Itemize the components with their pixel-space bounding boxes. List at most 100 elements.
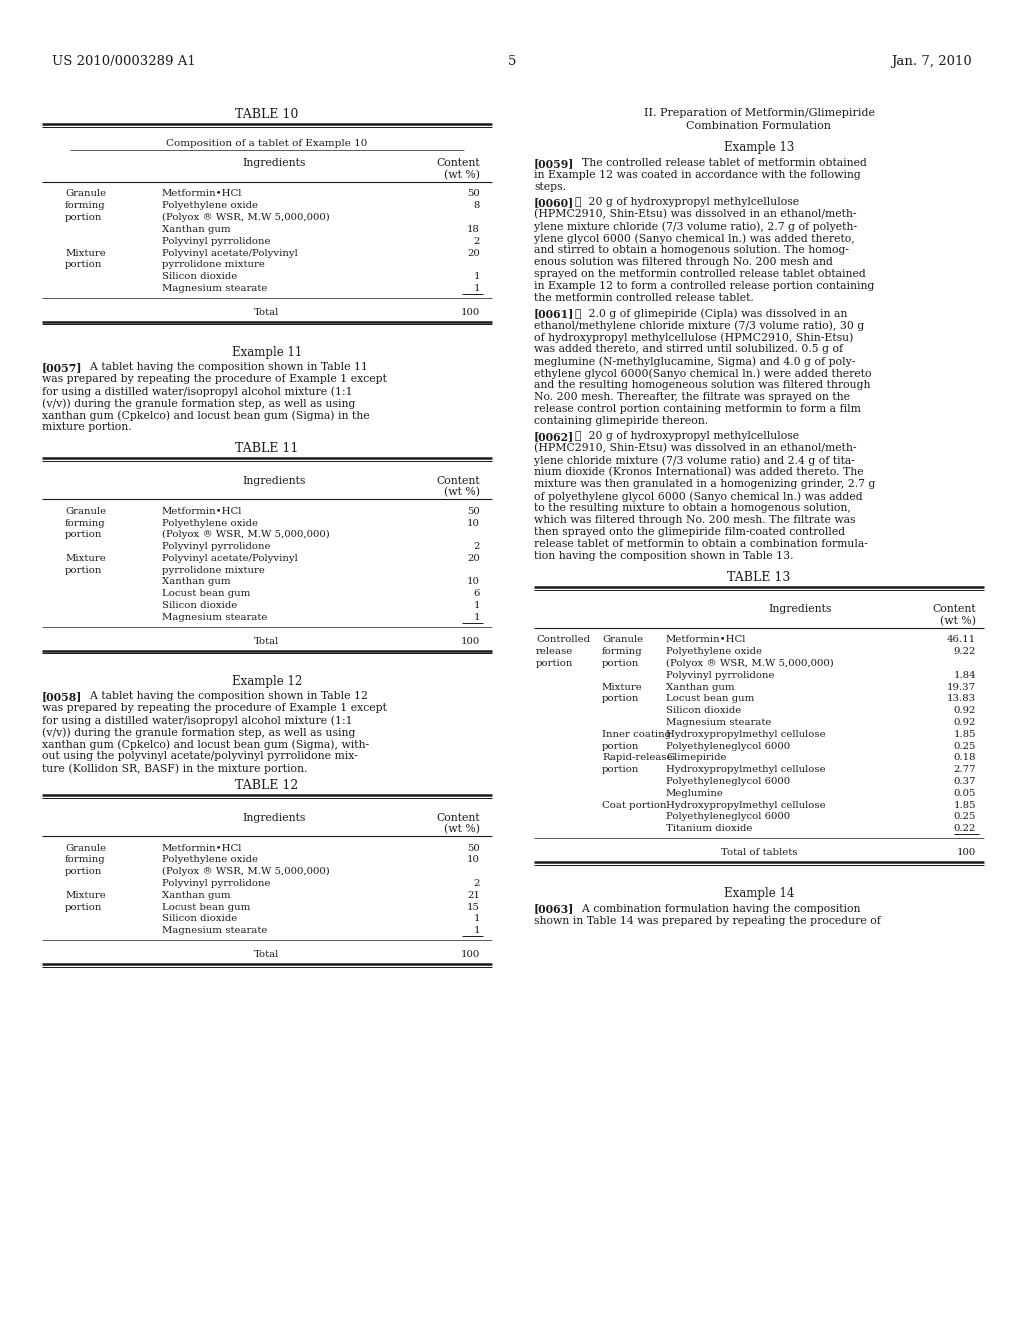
Text: Inner coating: Inner coating	[602, 730, 671, 739]
Text: Locust bean gum: Locust bean gum	[666, 694, 755, 704]
Text: out using the polyvinyl acetate/polyvinyl pyrrolidone mix-: out using the polyvinyl acetate/polyviny…	[42, 751, 357, 762]
Text: 15: 15	[467, 903, 480, 912]
Text: Polyethyleneglycol 6000: Polyethyleneglycol 6000	[666, 813, 791, 821]
Text: 50: 50	[467, 843, 480, 853]
Text: release: release	[536, 647, 573, 656]
Text: ylene chloride mixture (7/3 volume ratio) and 2.4 g of tita-: ylene chloride mixture (7/3 volume ratio…	[534, 455, 855, 466]
Text: for using a distilled water/isopropyl alcohol mixture (1:1: for using a distilled water/isopropyl al…	[42, 715, 352, 726]
Text: Total: Total	[254, 308, 280, 317]
Text: of hydroxypropyl methylcellulose (HPMC2910, Shin-Etsu): of hydroxypropyl methylcellulose (HPMC29…	[534, 333, 853, 343]
Text: [0059]: [0059]	[534, 158, 574, 169]
Text: Ingredients: Ingredients	[243, 158, 306, 169]
Text: Granule: Granule	[65, 507, 106, 516]
Text: in Example 12 was coated in accordance with the following: in Example 12 was coated in accordance w…	[534, 170, 861, 180]
Text: TABLE 10: TABLE 10	[236, 108, 299, 121]
Text: Polyethylene oxide: Polyethylene oxide	[162, 519, 258, 528]
Text: portion: portion	[65, 531, 102, 540]
Text: then sprayed onto the glimepiride film-coated controlled: then sprayed onto the glimepiride film-c…	[534, 527, 845, 537]
Text: Example 13: Example 13	[724, 141, 795, 154]
Text: TABLE 11: TABLE 11	[236, 442, 299, 455]
Text: 9.22: 9.22	[953, 647, 976, 656]
Text: nium dioxide (Kronos International) was added thereto. The: nium dioxide (Kronos International) was …	[534, 467, 863, 478]
Text: for using a distilled water/isopropyl alcohol mixture (1:1: for using a distilled water/isopropyl al…	[42, 387, 352, 397]
Text: 2: 2	[474, 543, 480, 552]
Text: 100: 100	[956, 847, 976, 857]
Text: Polyvinyl pyrrolidone: Polyvinyl pyrrolidone	[162, 543, 270, 552]
Text: Content: Content	[933, 605, 976, 615]
Text: portion: portion	[65, 213, 102, 222]
Text: US 2010/0003289 A1: US 2010/0003289 A1	[52, 55, 196, 69]
Text: Polyethylene oxide: Polyethylene oxide	[162, 855, 258, 865]
Text: Controlled: Controlled	[536, 635, 590, 644]
Text: ③  20 g of hydroxypropyl methylcellulose: ③ 20 g of hydroxypropyl methylcellulose	[568, 432, 799, 441]
Text: Locust bean gum: Locust bean gum	[162, 903, 251, 912]
Text: Mixture: Mixture	[602, 682, 643, 692]
Text: Magnesium stearate: Magnesium stearate	[162, 284, 267, 293]
Text: ture (Kollidon SR, BASF) in the mixture portion.: ture (Kollidon SR, BASF) in the mixture …	[42, 763, 307, 774]
Text: 2: 2	[474, 879, 480, 888]
Text: (v/v)) during the granule formation step, as well as using: (v/v)) during the granule formation step…	[42, 727, 355, 738]
Text: portion: portion	[602, 742, 639, 751]
Text: sprayed on the metformin controlled release tablet obtained: sprayed on the metformin controlled rele…	[534, 269, 865, 279]
Text: [0058]: [0058]	[42, 692, 82, 702]
Text: Xanthan gum: Xanthan gum	[162, 577, 230, 586]
Text: ethylene glycol 6000(Sanyo chemical ln.) were added thereto: ethylene glycol 6000(Sanyo chemical ln.)…	[534, 368, 871, 379]
Text: Example 12: Example 12	[231, 676, 302, 688]
Text: Silicon dioxide: Silicon dioxide	[162, 601, 238, 610]
Text: Content: Content	[436, 158, 480, 169]
Text: TABLE 13: TABLE 13	[727, 572, 791, 583]
Text: 20: 20	[467, 248, 480, 257]
Text: 0.25: 0.25	[953, 813, 976, 821]
Text: [0063]: [0063]	[534, 904, 574, 915]
Text: 10: 10	[467, 519, 480, 528]
Text: (Polyox ® WSR, M.W 5,000,000): (Polyox ® WSR, M.W 5,000,000)	[162, 531, 330, 540]
Text: Granule: Granule	[602, 635, 643, 644]
Text: to the resulting mixture to obtain a homogenous solution,: to the resulting mixture to obtain a hom…	[534, 503, 851, 513]
Text: xanthan gum (Cpkelco) and locust bean gum (Sigma), with-: xanthan gum (Cpkelco) and locust bean gu…	[42, 739, 369, 750]
Text: 1: 1	[473, 272, 480, 281]
Text: Magnesium stearate: Magnesium stearate	[666, 718, 771, 727]
Text: release control portion containing metformin to form a film: release control portion containing metfo…	[534, 404, 861, 414]
Text: (Polyox ® WSR, M.W 5,000,000): (Polyox ® WSR, M.W 5,000,000)	[162, 213, 330, 222]
Text: 6: 6	[474, 589, 480, 598]
Text: forming: forming	[65, 201, 105, 210]
Text: Mixture: Mixture	[65, 248, 105, 257]
Text: forming: forming	[65, 855, 105, 865]
Text: Polyethylene oxide: Polyethylene oxide	[666, 647, 762, 656]
Text: 0.05: 0.05	[953, 789, 976, 797]
Text: Mixture: Mixture	[65, 891, 105, 900]
Text: release tablet of metformin to obtain a combination formula-: release tablet of metformin to obtain a …	[534, 539, 868, 549]
Text: 0.37: 0.37	[953, 777, 976, 787]
Text: Ingredients: Ingredients	[768, 605, 831, 615]
Text: 0.25: 0.25	[953, 742, 976, 751]
Text: 5: 5	[508, 55, 516, 69]
Text: Magnesium stearate: Magnesium stearate	[162, 927, 267, 936]
Text: 10: 10	[467, 577, 480, 586]
Text: Polyethyleneglycol 6000: Polyethyleneglycol 6000	[666, 742, 791, 751]
Text: 19.37: 19.37	[947, 682, 976, 692]
Text: 8: 8	[474, 201, 480, 210]
Text: of polyethylene glycol 6000 (Sanyo chemical ln.) was added: of polyethylene glycol 6000 (Sanyo chemi…	[534, 491, 862, 502]
Text: [0060]: [0060]	[534, 197, 574, 209]
Text: Locust bean gum: Locust bean gum	[162, 589, 251, 598]
Text: 1: 1	[473, 915, 480, 924]
Text: shown in Table 14 was prepared by repeating the procedure of: shown in Table 14 was prepared by repeat…	[534, 916, 881, 925]
Text: Combination Formulation: Combination Formulation	[686, 121, 831, 131]
Text: and stirred to obtain a homogenous solution. The homog-: and stirred to obtain a homogenous solut…	[534, 246, 849, 255]
Text: Granule: Granule	[65, 190, 106, 198]
Text: Silicon dioxide: Silicon dioxide	[162, 915, 238, 924]
Text: forming: forming	[602, 647, 643, 656]
Text: 1.85: 1.85	[953, 730, 976, 739]
Text: 100: 100	[461, 636, 480, 645]
Text: Titanium dioxide: Titanium dioxide	[666, 824, 753, 833]
Text: Total: Total	[254, 636, 280, 645]
Text: portion: portion	[602, 694, 639, 704]
Text: enous solution was filtered through No. 200 mesh and: enous solution was filtered through No. …	[534, 257, 833, 267]
Text: (v/v)) during the granule formation step, as well as using: (v/v)) during the granule formation step…	[42, 399, 355, 409]
Text: Metformin•HCl: Metformin•HCl	[162, 190, 243, 198]
Text: was prepared by repeating the procedure of Example 1 except: was prepared by repeating the procedure …	[42, 704, 387, 713]
Text: A combination formulation having the composition: A combination formulation having the com…	[568, 904, 860, 913]
Text: ethanol/methylene chloride mixture (7/3 volume ratio), 30 g: ethanol/methylene chloride mixture (7/3 …	[534, 319, 864, 330]
Text: Composition of a tablet of Example 10: Composition of a tablet of Example 10	[166, 139, 368, 148]
Text: 1: 1	[473, 927, 480, 936]
